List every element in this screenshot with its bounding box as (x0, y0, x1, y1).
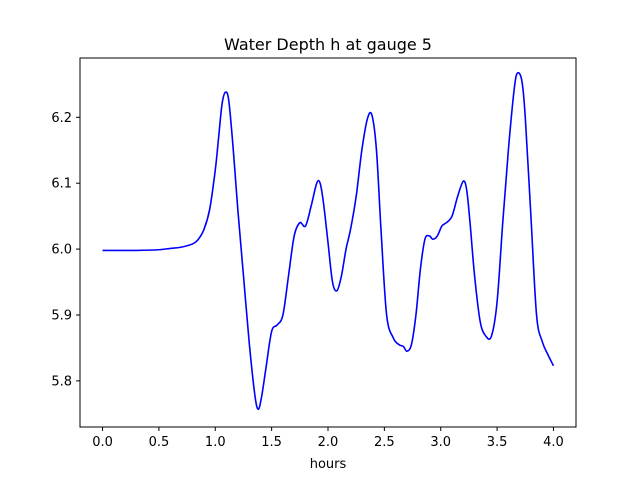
series-line (102, 71, 555, 411)
y-tick-label: 6.1 (51, 177, 72, 192)
y-tick-label: 5.8 (51, 374, 72, 389)
x-tick-label: 3.5 (487, 435, 508, 450)
x-tick-label: 4.0 (543, 435, 564, 450)
x-tick-label: 1.5 (261, 435, 282, 450)
x-tick-label: 0.0 (92, 435, 113, 450)
y-tick-label: 6.0 (51, 243, 72, 258)
y-axis: 5.8 5.9 6.0 6.1 6.2 (51, 111, 80, 389)
x-axis: 0.0 0.5 1.0 1.5 2.0 2.5 3.0 3.5 4.0 (92, 427, 564, 450)
x-axis-label: hours (310, 457, 347, 472)
x-tick-label: 2.5 (374, 435, 395, 450)
series-layer (102, 71, 555, 411)
y-tick-label: 5.9 (51, 308, 72, 323)
x-tick-label: 1.0 (205, 435, 226, 450)
x-tick-label: 0.5 (149, 435, 170, 450)
chart-title: Water Depth h at gauge 5 (224, 35, 432, 54)
y-tick-label: 6.2 (51, 111, 72, 126)
x-tick-label: 2.0 (318, 435, 339, 450)
x-tick-label: 3.0 (430, 435, 451, 450)
